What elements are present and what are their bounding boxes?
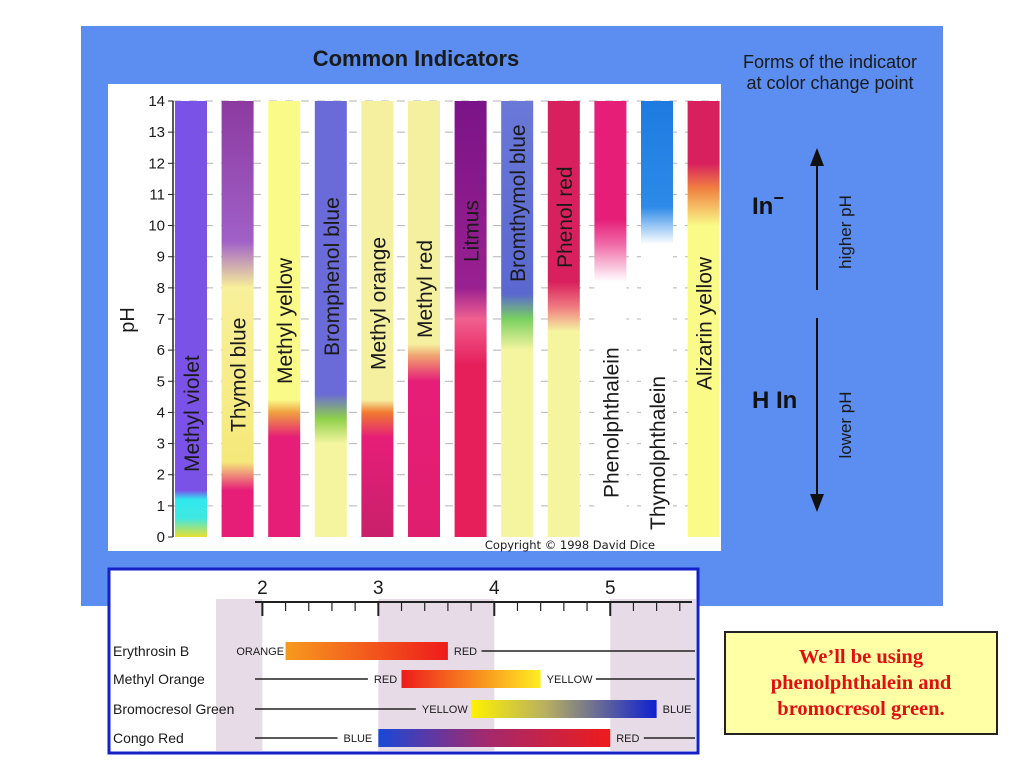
main-chart-y-label: pH — [117, 307, 139, 333]
inset-bar-erythrosin-b — [285, 642, 448, 660]
bar-label-phenolphthalein: Phenolphthalein — [600, 347, 623, 498]
inset-x-tick-label-2: 2 — [257, 578, 268, 599]
bar-alizarin-yellow — [687, 101, 720, 537]
inset-row-low-label-methyl-orange: RED — [374, 674, 397, 686]
y-tick-label-2: 2 — [157, 467, 165, 484]
bar-bromthymol-blue — [501, 101, 534, 537]
y-tick-label-6: 6 — [157, 342, 165, 359]
inset-row-name-bromocresol-green: Bromocresol Green — [113, 701, 234, 717]
bar-label-thymol-blue: Thymol blue — [228, 318, 251, 432]
inset-bar-bromocresol-green — [471, 700, 657, 718]
main-chart-title: Common Indicators — [313, 46, 520, 71]
y-tick-label-3: 3 — [157, 436, 165, 453]
bar-label-bromthymol-blue: Bromthymol blue — [507, 124, 530, 282]
bar-phenol-red — [547, 101, 580, 537]
inset-x-tick-label-5: 5 — [605, 578, 616, 599]
main-chart-grid — [173, 100, 718, 507]
inset-bar-congo-red — [378, 729, 611, 747]
inset-x-tick-label-3: 3 — [373, 578, 384, 599]
bar-bromphenol-blue — [314, 101, 347, 537]
inset-shade-band-1 — [216, 599, 263, 751]
higher-ph-label: higher pH — [836, 195, 855, 269]
y-tick-label-11: 11 — [149, 186, 165, 203]
bar-label-alizarin-yellow: Alizarin yellow — [694, 256, 717, 390]
inset-ph-ruler: 2 3 4 5 — [255, 578, 692, 616]
bar-label-methyl-violet: Methyl violet — [181, 355, 204, 472]
lower-ph-arrowhead — [810, 494, 824, 512]
bar-methyl-orange — [361, 101, 394, 537]
inset-indicator-rows: Erythrosin B ORANGE RED Methyl Orange RED YEL… — [113, 642, 695, 747]
bar-phenolphthalein — [594, 101, 627, 537]
bar-label-litmus: Litmus — [461, 200, 484, 262]
bar-methyl-red — [408, 101, 440, 537]
y-tick-label-5: 5 — [157, 373, 165, 390]
inset-row-name-methyl-orange: Methyl Orange — [113, 671, 205, 687]
inset-row-high-label-methyl-orange: YELLOW — [547, 674, 593, 686]
inset-row-name-erythrosin-b: Erythrosin B — [113, 643, 189, 659]
bar-thymolphthalein — [641, 101, 673, 537]
bar-label-bromphenol-blue: Bromphenol blue — [321, 197, 344, 356]
y-tick-label-10: 10 — [148, 218, 165, 235]
inset-row-low-label-congo-red: BLUE — [344, 733, 373, 745]
side-panel: Forms of the indicator at color change p… — [742, 52, 918, 512]
deprotonated-form-label: In− — [752, 188, 784, 220]
copyright-text: Copyright © 1998 David Dice — [485, 538, 655, 552]
deprotonated-form-superscript: − — [773, 188, 784, 208]
inset-row-name-congo-red: Congo Red — [113, 730, 184, 746]
callout-text: We’ll be using phenolphthalein and bromo… — [770, 646, 952, 720]
inset-row-low-label-bromocresol-green: YELLOW — [422, 704, 468, 716]
bar-thymol-blue — [221, 101, 254, 537]
y-tick-label-13: 13 — [148, 124, 165, 141]
higher-ph-arrowhead — [810, 148, 824, 166]
main-chart-bar-labels: Methyl violet Thymol blue Methyl yellow Bro… — [181, 124, 717, 530]
y-tick-label-14: 14 — [148, 93, 165, 110]
main-chart-bars — [175, 101, 720, 537]
inset-row-low-label-erythrosin-b: ORANGE — [236, 646, 284, 658]
inset-row-high-label-erythrosin-b: RED — [454, 646, 477, 658]
bar-litmus — [454, 101, 487, 537]
y-tick-label-8: 8 — [157, 280, 165, 297]
y-tick-label-1: 1 — [157, 498, 165, 515]
bar-label-phenol-red: Phenol red — [554, 166, 577, 268]
lower-ph-label: lower pH — [836, 391, 855, 458]
y-tick-label-4: 4 — [157, 404, 165, 421]
y-tick-label-9: 9 — [157, 249, 165, 266]
y-tick-label-0: 0 — [157, 529, 165, 546]
callout-note: We’ll be using phenolphthalein and bromo… — [724, 631, 998, 735]
inset-row-high-label-bromocresol-green: BLUE — [663, 704, 692, 716]
bar-label-methyl-yellow: Methyl yellow — [274, 257, 297, 384]
bar-label-methyl-red: Methyl red — [414, 240, 437, 338]
inset-bar-methyl-orange — [401, 670, 541, 688]
bar-methyl-yellow — [268, 101, 301, 537]
side-panel-title: Forms of the indicator at color change p… — [742, 52, 918, 93]
y-tick-label-12: 12 — [148, 155, 165, 172]
inset-x-tick-label-4: 4 — [489, 578, 500, 599]
y-tick-label-7: 7 — [157, 311, 165, 328]
protonated-form-label: H In — [752, 387, 797, 414]
inset-row-high-label-congo-red: RED — [616, 733, 639, 745]
inset-shade-band-3 — [610, 599, 696, 751]
bar-label-methyl-orange: Methyl orange — [367, 237, 390, 370]
bar-label-thymolphthalein: Thymolphthalein — [647, 376, 670, 530]
bar-methyl-violet — [175, 101, 207, 537]
